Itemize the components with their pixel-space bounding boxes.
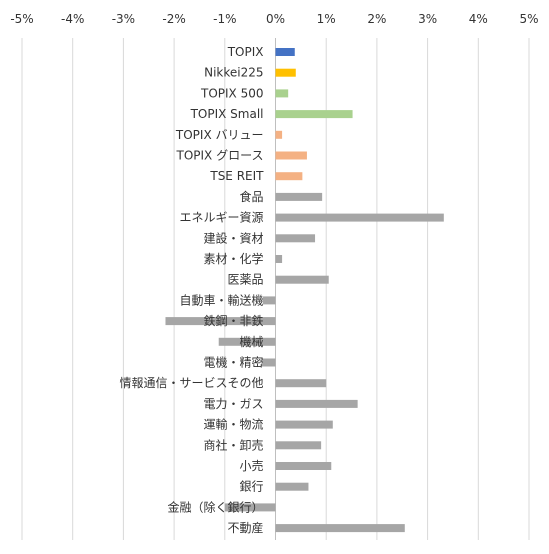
x-axis-ticks: -5% -4% -3% -2% -1% 0% 1% 2% 3% 4% 5% (10, 12, 538, 26)
bar (275, 48, 295, 56)
bars (165, 48, 444, 533)
bar (275, 130, 283, 139)
category-label: 商社・卸売 (203, 437, 263, 452)
category-label: TOPIX グロース (176, 149, 264, 163)
category-label: 銀行 (239, 480, 263, 494)
category-label: 電機・精密 (203, 355, 263, 370)
x-tick-label: 4% (469, 12, 488, 26)
category-label: 不動産 (227, 520, 263, 535)
bar (218, 337, 276, 346)
x-tick-label: -2% (162, 12, 185, 26)
bar (224, 503, 276, 512)
bar (275, 68, 296, 77)
category-label: 食品 (239, 189, 263, 204)
bar (275, 151, 307, 160)
bar (275, 110, 353, 119)
bar (275, 441, 322, 450)
x-tick-label: 1% (317, 12, 336, 26)
bar (275, 462, 332, 470)
category-label: 機械 (239, 334, 263, 349)
bar (275, 192, 323, 201)
bar (165, 317, 276, 326)
bar (275, 379, 327, 388)
x-tick-label: 0% (266, 12, 285, 26)
category-label: TSE REIT (209, 169, 264, 183)
category-label: TOPIX (227, 45, 264, 59)
bar (262, 296, 276, 305)
bar (275, 172, 303, 181)
category-label: 金融（除く銀行） (167, 499, 263, 514)
bar (275, 482, 309, 491)
x-tick-label: -5% (10, 12, 33, 26)
x-tick-label: -1% (213, 12, 236, 26)
x-tick-label: 3% (418, 12, 437, 26)
category-labels: TOPIX Nikkei225 TOPIX 500 TOPIX Small TOPIX … (119, 45, 264, 535)
x-tick-label: 5% (519, 12, 538, 26)
category-label: 医薬品 (227, 273, 263, 287)
x-tick-label: -3% (112, 12, 135, 26)
category-label: 素材・化学 (203, 251, 263, 266)
category-label: 鉄鋼・非鉄 (203, 313, 263, 328)
x-tick-label: -4% (61, 12, 84, 26)
bar (275, 234, 316, 243)
category-label: 情報通信・サービスその他 (119, 376, 263, 390)
category-label: TOPIX Small (190, 107, 264, 121)
category-label: 小売 (239, 458, 263, 473)
bar (275, 275, 329, 284)
category-label: Nikkei225 (204, 66, 263, 80)
bar (275, 213, 444, 222)
category-label: 運輸・物流 (203, 417, 263, 432)
x-tick-label: 2% (367, 12, 386, 26)
bar (275, 399, 358, 408)
category-label: エネルギー資源 (179, 211, 263, 225)
bar (261, 358, 276, 367)
bar (275, 255, 283, 263)
category-label: TOPIX バリュー (175, 128, 264, 142)
category-label: 自動車・輸送機 (179, 292, 263, 307)
category-label: TOPIX 500 (200, 86, 264, 100)
category-label: 建設・資材 (203, 230, 263, 245)
bar (275, 420, 333, 429)
bar (275, 524, 405, 533)
category-label: 電力・ガス (203, 397, 263, 411)
bar (275, 89, 289, 98)
grid-lines (21, 38, 530, 540)
